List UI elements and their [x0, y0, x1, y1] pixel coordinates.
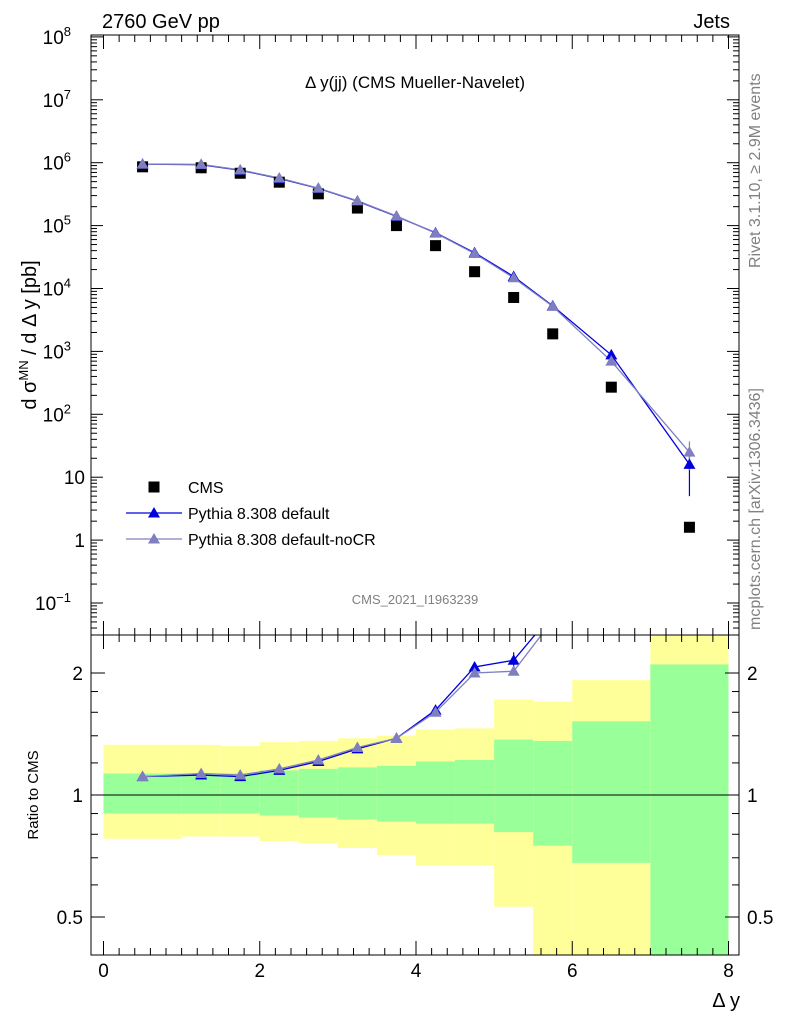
ratio-point — [507, 654, 520, 665]
legend-label: Pythia 8.308 default-noCR — [188, 532, 376, 549]
legend: CMS Pythia 8.308 default Pythia 8.308 defa… — [126, 480, 376, 549]
mc-line-default — [142, 163, 690, 465]
mc-point-default — [683, 458, 696, 469]
ratio-point — [195, 767, 208, 778]
uncertainty-band-inner — [494, 739, 534, 833]
y-tick-label: 103 — [43, 338, 71, 363]
svg-text:d σMN / d Δ y [pb]: d σMN / d Δ y [pb] — [16, 260, 41, 409]
cms-data-point — [469, 266, 481, 278]
mc-point-nocr — [136, 158, 149, 169]
x-axis-label: Δ y — [712, 990, 740, 1012]
ratio-point — [351, 741, 364, 752]
main-y-axis-label: d σMN / d Δ y [pb] — [16, 260, 41, 409]
mc-point-nocr — [273, 172, 286, 183]
x-tick-label: 0 — [98, 961, 109, 982]
cms-data-point — [390, 220, 402, 232]
cms-data-point — [351, 202, 363, 214]
uncertainty-band-inner — [337, 767, 377, 820]
mc-point-nocr — [468, 247, 481, 259]
ratio-y-tick-label-right: 2 — [747, 664, 758, 685]
cms-data-point — [605, 381, 617, 393]
x-tick-label: 8 — [723, 961, 734, 982]
y-tick-label: 1 — [74, 531, 85, 552]
ratio-point — [136, 770, 149, 782]
ratio-point — [312, 754, 325, 765]
ratio-point — [468, 667, 481, 678]
x-tick-label: 2 — [254, 961, 265, 982]
x-tick-label: 6 — [567, 961, 578, 982]
legend-marker-cms — [148, 481, 160, 493]
ratio-point — [507, 665, 520, 676]
y-tick-label: 10 — [64, 468, 85, 489]
ratio-y-tick-label: 1 — [72, 786, 83, 807]
ratio-y-tick-label-right: 0.5 — [747, 908, 773, 929]
rivet-version-label: Rivet 3.1.10, ≥ 2.9M events — [747, 73, 764, 268]
mc-point-nocr — [390, 210, 403, 221]
mc-point-default — [605, 348, 618, 360]
y-tick-label: 104 — [43, 276, 71, 301]
ratio-panel: 0 2 4 6 8 0.5 0.5 1 1 2 2 Ratio to CMS Δ y — [25, 634, 773, 1012]
uncertainty-band-inner — [572, 721, 651, 863]
cms-data-point — [430, 240, 442, 252]
main-series — [136, 158, 696, 533]
y-tick-label: 106 — [43, 150, 71, 175]
mc-point-nocr — [429, 227, 442, 238]
mc-point-nocr — [351, 194, 364, 206]
cms-data-point — [508, 291, 520, 303]
legend-label: CMS — [188, 480, 224, 497]
x-tick-label: 4 — [411, 961, 422, 982]
ratio-y-tick-label: 2 — [72, 664, 83, 685]
ratio-y-tick-label-right: 1 — [747, 786, 758, 807]
ratio-point — [234, 769, 247, 780]
legend-marker — [148, 533, 160, 544]
uncertainty-band-inner — [533, 740, 573, 846]
analysis-watermark: CMS_2021_I1963239 — [352, 592, 479, 607]
uncertainty-band-inner — [376, 765, 416, 822]
mc-point-nocr — [546, 300, 559, 311]
uncertainty-band-inner — [650, 664, 729, 955]
uncertainty-band-inner — [455, 760, 495, 824]
mc-point-nocr — [312, 182, 325, 193]
legend-label: Pythia 8.308 default — [188, 506, 330, 523]
ratio-point — [429, 706, 442, 717]
cms-data-point — [547, 328, 559, 340]
y-tick-label: 105 — [43, 213, 71, 238]
ratio-point — [273, 762, 286, 774]
y-tick-label: 10−1 — [35, 590, 71, 615]
uncertainty-band-inner — [416, 761, 456, 824]
uncertainty-band-inner — [259, 770, 299, 816]
ratio-point — [390, 732, 403, 743]
process-label: Jets — [693, 11, 730, 33]
mc-point-nocr — [195, 158, 208, 169]
ratio-series-nocr — [136, 635, 543, 782]
y-tick-label: 102 — [43, 401, 71, 426]
cms-data-point — [312, 188, 324, 200]
main-panel: 10−1 1 10 102 103 104 105 106 107 108 Δ y(jj) (CM… — [16, 24, 740, 636]
y-tick-label: 108 — [43, 24, 71, 49]
ratio-y-tick-label: 0.5 — [57, 908, 83, 929]
cms-data-point — [683, 521, 695, 533]
collision-label: 2760 GeV pp — [102, 11, 220, 33]
mcplots-source-label: mcplots.cern.ch [arXiv:1306.3436] — [747, 388, 764, 630]
mc-point-nocr — [234, 163, 247, 175]
y-tick-label: 107 — [43, 87, 71, 112]
uncertainty-band-inner — [181, 773, 221, 814]
plot-title: Δ y(jj) (CMS Mueller-Navelet) — [305, 73, 525, 92]
mc-point-nocr — [507, 271, 520, 283]
mc-point-nocr — [683, 446, 696, 457]
mc-line-nocr — [142, 163, 690, 453]
uncertainty-band-inner — [298, 768, 338, 818]
mc-point-nocr — [605, 355, 618, 366]
ratio-y-axis-label: Ratio to CMS — [25, 750, 42, 839]
ratio-point — [468, 660, 481, 672]
legend-marker — [148, 507, 160, 518]
